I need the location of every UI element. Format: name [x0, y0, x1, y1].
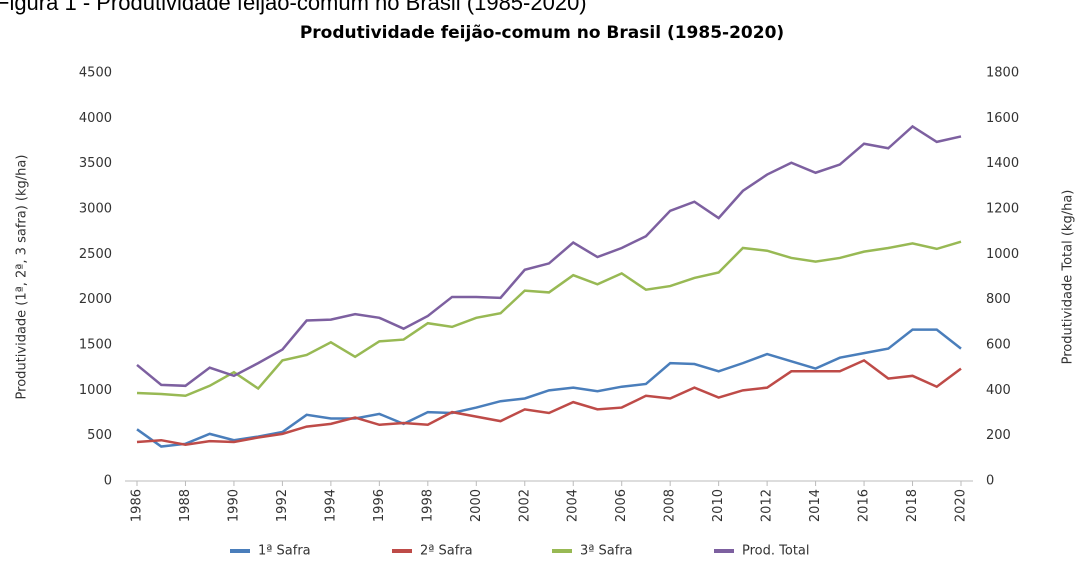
x-tick-label: 2010: [711, 489, 726, 522]
legend-label: 3ª Safra: [580, 544, 633, 559]
legend-label: 1ª Safra: [258, 544, 311, 559]
series-line: [136, 240, 962, 398]
y-tick-label: 500: [87, 428, 112, 443]
y2-tick-label: 600: [986, 338, 1011, 353]
y-tick-label: 2500: [79, 247, 112, 262]
y-tick-label: 1500: [79, 338, 112, 353]
legend-label: Prod. Total: [742, 544, 810, 559]
y-tick-label: 1000: [79, 383, 112, 398]
y2-tick-label: 1600: [986, 111, 1019, 126]
x-tick-label: 2020: [954, 489, 969, 522]
x-tick-label: 2004: [566, 489, 581, 522]
x-tick-label: 2012: [760, 489, 775, 522]
x-tick-label: 1994: [323, 489, 338, 522]
x-tick-label: 1988: [178, 489, 193, 522]
x-tick-label: 1992: [275, 489, 290, 522]
x-tick-label: 2008: [663, 489, 678, 522]
x-tick-label: 2000: [469, 489, 484, 522]
x-tick-label: 1996: [372, 489, 387, 522]
series-line: [136, 328, 962, 448]
y2-tick-label: 0: [986, 474, 994, 489]
y-tick-label: 4000: [79, 111, 112, 126]
y2-tick-label: 200: [986, 428, 1011, 443]
x-tick-label: 2002: [517, 489, 532, 522]
x-tick-label: 1986: [130, 489, 145, 522]
caption: Figura 1 - Produtividade feijão-comum no…: [0, 0, 587, 15]
x-tick-label: 2016: [857, 489, 872, 522]
series-line: [136, 124, 962, 388]
legend-label: 2ª Safra: [420, 544, 473, 559]
y2-tick-label: 800: [986, 292, 1011, 307]
y-tick-label: 3000: [79, 202, 112, 217]
series-line: [136, 358, 962, 447]
y2-tick-label: 1200: [986, 202, 1019, 217]
y-tick-label: 2000: [79, 292, 112, 307]
x-tick-label: 2014: [808, 489, 823, 522]
y2-axis-label: Produtividade Total (kg/ha): [1061, 190, 1076, 365]
y2-tick-label: 400: [986, 383, 1011, 398]
y2-tick-label: 1800: [986, 66, 1019, 81]
x-tick-label: 1990: [226, 489, 241, 522]
y2-tick-label: 1400: [986, 156, 1019, 171]
y-tick-label: 3500: [79, 156, 112, 171]
y-tick-label: 4500: [79, 66, 112, 81]
x-tick-label: 1998: [420, 489, 435, 522]
chart-title: Produtividade feijão-comum no Brasil (19…: [300, 23, 784, 43]
y-tick-label: 0: [104, 474, 112, 489]
x-tick-label: 2006: [614, 489, 629, 522]
y-axis-label: Produtividade (1ª, 2ª, 3 safra) (kg/ha): [15, 155, 30, 400]
x-tick-label: 2018: [905, 489, 920, 522]
y2-tick-label: 1000: [986, 247, 1019, 262]
